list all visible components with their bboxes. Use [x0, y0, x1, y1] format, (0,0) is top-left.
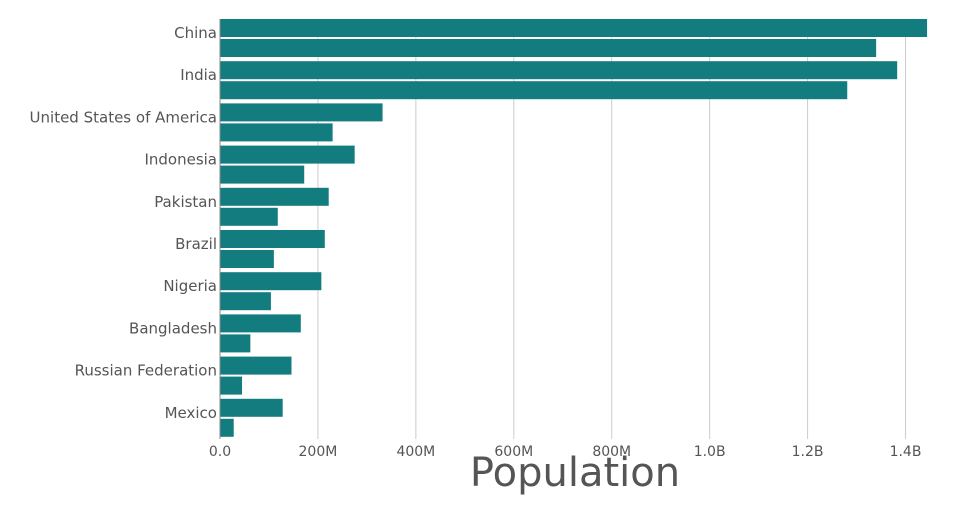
bar-russian-federation-1	[220, 356, 292, 375]
bar-india-1	[220, 61, 898, 80]
bar-nigeria-1	[220, 272, 322, 291]
category-labels: China India United States of America Indone…	[30, 24, 217, 422]
bar-nigeria-2	[220, 292, 271, 311]
category-label: China	[174, 24, 217, 42]
bars	[220, 19, 928, 437]
category-label: Mexico	[165, 404, 217, 422]
bar-bangladesh-1	[220, 314, 301, 333]
x-tick-label: 1.0B	[694, 444, 726, 460]
bar-china-1	[220, 19, 928, 37]
x-tick-label: 1.4B	[890, 444, 922, 460]
x-tick-label: 0.0	[209, 444, 231, 460]
bar-india-2	[220, 81, 848, 100]
bar-russian-federation-2	[220, 376, 243, 395]
x-tick-label: 400M	[396, 444, 435, 460]
bar-pakistan-1	[220, 187, 329, 206]
bar-united-states-of-america-1	[220, 103, 383, 122]
bar-brazil-2	[220, 250, 274, 268]
category-label: Brazil	[175, 235, 217, 253]
bar-brazil-1	[220, 230, 325, 248]
x-tick-label: 1.2B	[792, 444, 824, 460]
bar-pakistan-2	[220, 207, 278, 226]
bar-indonesia-1	[220, 145, 355, 164]
category-label: India	[180, 66, 217, 84]
x-tick-label: 600M	[494, 444, 533, 460]
bar-indonesia-2	[220, 165, 305, 184]
category-label: Indonesia	[144, 151, 217, 169]
category-label: Nigeria	[163, 277, 217, 295]
bar-china-2	[220, 39, 877, 57]
bar-mexico-2	[220, 418, 234, 437]
bar-mexico-1	[220, 398, 283, 417]
category-label: Pakistan	[154, 193, 217, 211]
category-label: United States of America	[30, 108, 217, 126]
x-axis-title: Population	[470, 450, 680, 496]
category-label: Russian Federation	[75, 362, 217, 380]
x-axis: 0.0 200M 400M 600M 800M 1.0B 1.2B 1.4B	[209, 19, 922, 460]
bar-bangladesh-2	[220, 334, 251, 353]
category-label: Bangladesh	[129, 319, 217, 337]
x-tick-label: 200M	[299, 444, 338, 460]
x-tick-label: 800M	[592, 444, 631, 460]
bar-united-states-of-america-2	[220, 123, 333, 142]
